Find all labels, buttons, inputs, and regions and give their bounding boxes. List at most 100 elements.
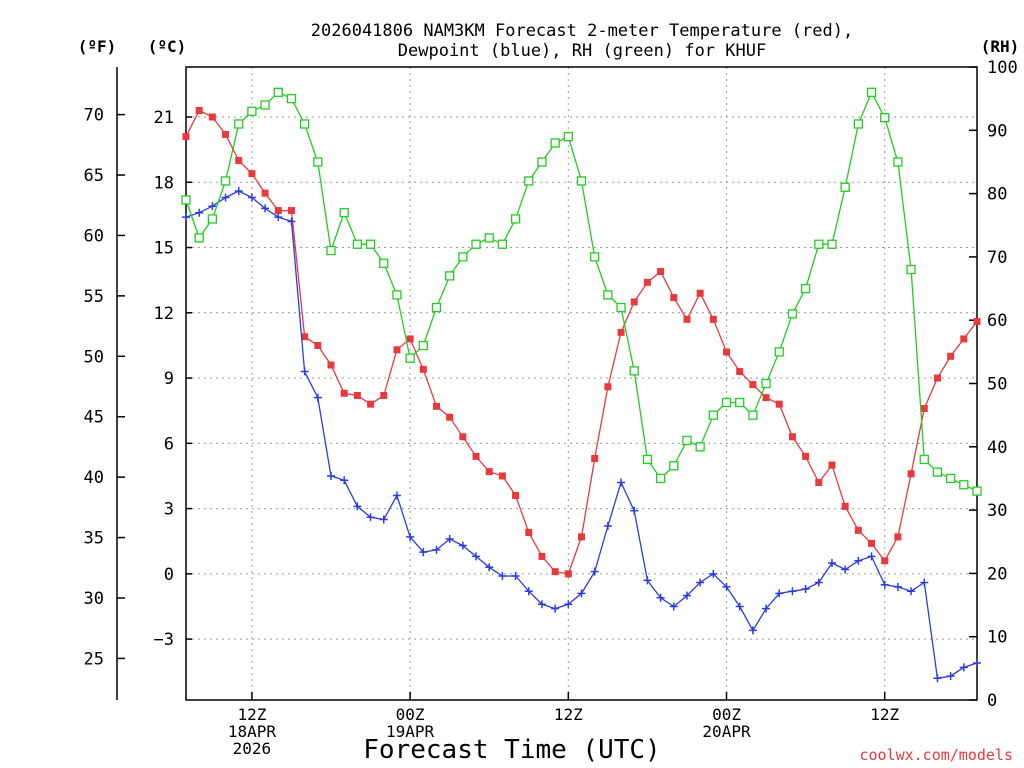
dewpoint-point [893,582,902,591]
rh-tick-label: 50 [987,375,1007,395]
rh-point [761,378,771,389]
temperature-point [657,267,665,275]
temperature-point [248,170,256,178]
temperature-point [643,278,651,286]
temperature-point [525,529,533,537]
rh-point [972,486,982,496]
celsius-tick-label: 9 [164,369,174,389]
rh-point [827,239,837,249]
temperature-point [208,113,216,121]
temperature-point [380,391,388,399]
rh-tick-label: 90 [987,121,1007,141]
temperature-point [182,133,190,141]
dewpoint-point [617,478,626,487]
temperature-point [920,405,928,413]
fahrenheit-tick-label: 25 [84,649,104,669]
temperature-point [630,298,638,306]
rh-point [524,176,534,186]
rh-point [458,252,468,262]
temperature-point [353,391,361,399]
rh-point [326,245,336,256]
rh-point [735,397,745,408]
rh-line [185,90,978,492]
dewpoint-point [406,532,415,541]
temperature-point [419,365,427,373]
dewpoint-point [643,576,652,585]
dewpoint-point [221,193,230,202]
dewpoint-point [788,587,797,596]
rh-point [365,239,376,249]
x-tick-label: 18APR [228,722,277,741]
temperature-point [578,533,585,541]
temperature-point [696,289,704,297]
dewpoint-point [854,556,863,565]
fahrenheit-tick-label: 40 [84,468,104,488]
temperature-point [933,374,941,382]
rh-tick-label: 20 [987,564,1007,584]
rh-point [537,157,547,167]
rh-point [866,87,877,97]
rh-point [576,176,587,186]
rh-tick-label: 80 [987,185,1007,205]
rh-point [550,138,560,148]
rh-point [352,239,363,249]
x-tick-label: 12Z [237,705,266,724]
temperature-point [960,335,968,343]
temperature-point [222,130,230,138]
rh-point [906,264,916,275]
temperature-point [894,533,902,541]
temperature-point [340,389,348,397]
rh-point [655,473,666,484]
dewpoint-point [524,587,533,596]
celsius-tick-label: 3 [164,500,174,520]
temperature-point [485,468,493,476]
temperature-point [287,207,295,215]
dewpoint-point [933,674,942,683]
rh-point [787,309,798,319]
dewpoint-point [735,602,744,611]
dewpoint-point [709,569,718,578]
temperature-point [762,394,770,402]
rh-point [484,233,494,243]
rh-point [247,106,257,116]
rh-point [445,271,455,281]
dewpoint-point [274,213,283,222]
dewpoint-point [775,589,784,598]
temperature-point [367,400,375,408]
dewpoint-point [300,367,309,376]
dewpoint-point [472,552,481,561]
rh-point [721,397,732,408]
temperature-point [854,526,862,534]
rh-point [405,353,415,363]
temperature-point [868,539,876,547]
temperature-point [261,189,269,197]
rh-tick-label: 30 [987,501,1007,521]
celsius-tick-label: 15 [154,239,174,259]
dewpoint-point [867,552,876,561]
x-tick-label: 00Z [712,705,741,724]
dewpoint-point [445,535,454,544]
rh-point [800,283,811,294]
dewpoint-point [656,593,665,602]
fahrenheit-unit-label: (ºF) [78,37,117,56]
rh-point [748,410,758,420]
rh-point [840,182,850,192]
rh-point [669,461,679,471]
temperature-point [591,455,599,463]
temperature-point [235,157,243,165]
rh-point [234,119,244,129]
dewpoint-point [748,626,757,635]
rh-point [945,473,956,484]
temperature-point [195,107,203,115]
x-tick-label: 12Z [870,705,899,724]
dewpoint-point [841,565,850,574]
rh-point [471,239,481,249]
rh-tick-label: 10 [987,628,1007,648]
dewpoint-point [551,604,560,613]
rh-point [220,176,231,186]
rh-point [431,302,442,313]
rh-point [563,131,573,142]
celsius-tick-label: 21 [154,108,174,128]
dewpoint-point [485,563,494,572]
fahrenheit-tick-label: 70 [84,106,104,126]
